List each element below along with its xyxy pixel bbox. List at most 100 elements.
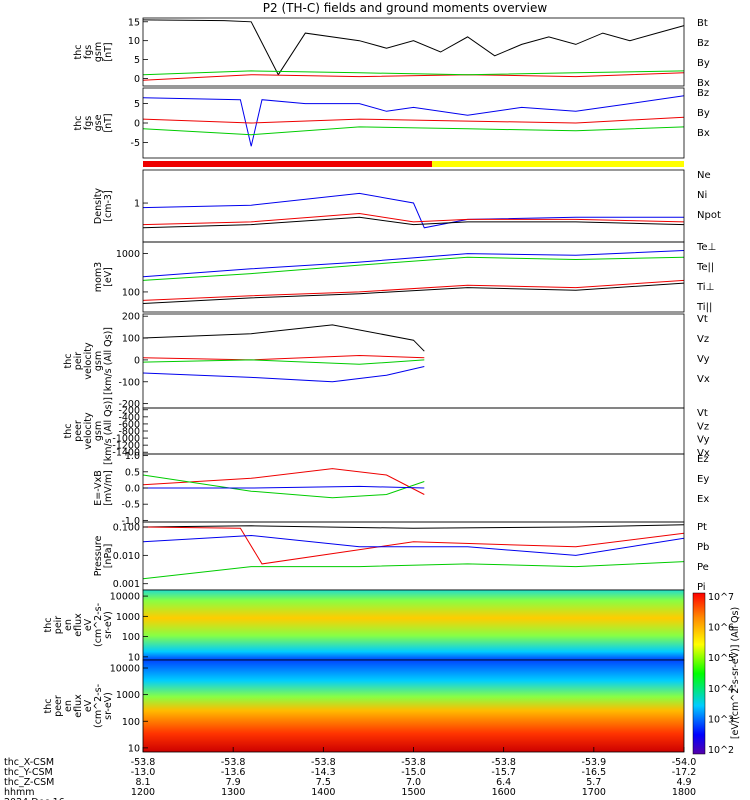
y-tick-label: 5 <box>134 99 140 110</box>
legend-Vx: Vx <box>697 374 710 385</box>
footer-row-label: hhmm <box>4 787 35 798</box>
y-tick-label: 10 <box>128 36 140 47</box>
legend-Vz: Vz <box>697 421 709 432</box>
series-Ey <box>142 474 425 499</box>
panel-temperature: 1000 100 mom3 [eV] Te⊥ Te|| Ti⊥ Ti|| <box>93 241 716 313</box>
y-axis-label: [nT] <box>103 113 114 132</box>
series-Bt <box>142 19 685 76</box>
legend-Vz: Vz <box>697 334 709 345</box>
y-tick-label: 10000 <box>110 664 140 675</box>
series-Bx <box>142 95 685 147</box>
series-Bz <box>142 72 685 81</box>
panel-peir_spectrogram: 10000 1000 100 10 thc peir en eflux eV (cm^2-s-sr… <box>43 589 685 663</box>
colorbar-tick-label: 10^2 <box>708 745 734 756</box>
legend-Vx: Vx <box>697 448 710 459</box>
y-axis-label: [nPa] <box>103 544 114 569</box>
y-axis-label: eflux <box>73 694 84 718</box>
footer-row-label: 2024 Dec 16 <box>4 797 65 800</box>
y-axis-label: peir <box>53 616 64 635</box>
y-axis-label: velocity <box>83 412 94 450</box>
legend-Bz: Bz <box>697 88 709 99</box>
panel-fgs_gsm: 15 10 5 0 thc fgs gsm [nT] Bt Bz By Bx <box>73 17 710 89</box>
y-axis-label: peer <box>53 695 64 717</box>
y-axis-label: Density <box>93 188 104 224</box>
footer-value: 6.4 <box>496 777 511 788</box>
y-tick-label: -200 <box>118 399 140 410</box>
plot-title: P2 (TH-C) fields and ground moments over… <box>263 1 548 15</box>
y-axis-label: fgs <box>83 45 94 59</box>
legend-Ti⊥: Ti⊥ <box>696 282 714 293</box>
y-tick-label: -1200 <box>112 441 140 452</box>
y-tick-label: 0.0 <box>125 484 140 495</box>
footer-value: -15.7 <box>491 767 516 778</box>
series-Vx <box>142 366 425 383</box>
panel-efield: 1.0 0.5 0.0 -0.5 -1.0 E=-VxB [mV/m] Ez Ey Ex <box>93 451 709 527</box>
footer-value: 7.9 <box>226 777 241 788</box>
series-Te⊥ <box>142 279 685 301</box>
y-tick-label: -1400 <box>112 448 140 459</box>
y-axis-label: [eV] <box>103 267 114 287</box>
y-axis-label: eV <box>83 618 94 631</box>
peer_spectrogram-image <box>143 660 684 752</box>
pressure-frame <box>142 521 685 591</box>
y-axis-label: en <box>63 619 74 631</box>
y-tick-label: 0 <box>134 74 140 85</box>
time-axis-footer: -53.8-13.08.11200-53.8-13.67.91300-53.8-… <box>4 747 696 800</box>
series-By <box>142 126 685 136</box>
legend-By: By <box>697 58 710 69</box>
series-Bz <box>142 116 685 124</box>
y-tick-label: 10000 <box>110 592 140 603</box>
footer-value: -16.5 <box>582 767 607 778</box>
y-axis-label: [cm-3] <box>103 190 114 221</box>
y-axis-label: peir <box>73 352 84 371</box>
footer-value: 1500 <box>401 787 425 798</box>
footer-value: 7.5 <box>316 777 331 788</box>
colorbar-tick-label: 10^5 <box>708 653 734 664</box>
y-tick-label: -1000 <box>112 434 140 445</box>
y-tick-label: 0.100 <box>113 522 140 533</box>
y-tick-label: 200 <box>122 312 140 323</box>
footer-value: -53.8 <box>401 757 426 768</box>
panel-pressure: 0.100 0.010 0.001 Pressure [nPa] Pt Pb Pe Pi <box>93 521 709 593</box>
y-axis-label: gsm <box>93 42 104 62</box>
legend-Vy: Vy <box>697 354 710 365</box>
footer-value: -54.0 <box>672 757 697 768</box>
peer_velocity-frame <box>142 407 685 455</box>
footer-value: 1800 <box>672 787 696 798</box>
legend-Pb: Pb <box>697 542 709 553</box>
y-axis-label: peer <box>73 420 84 442</box>
series-Ti|| <box>142 256 685 281</box>
series-Pt <box>142 524 685 529</box>
legend-Vt: Vt <box>697 314 708 325</box>
y-tick-label: 0 <box>134 355 140 366</box>
y-axis-label: eV <box>83 699 94 712</box>
footer-value: -53.8 <box>311 757 336 768</box>
footer-value: 5.7 <box>586 777 601 788</box>
footer-value: -17.2 <box>672 767 697 778</box>
footer-value: 1400 <box>311 787 335 798</box>
series-Npot <box>142 192 684 229</box>
colorbar-tick-label: 10^7 <box>708 592 734 603</box>
mode-bar-red <box>143 161 432 167</box>
y-axis-label: [km/s (All Qs)] <box>103 327 114 395</box>
y-axis-label: [km/s (All Qs)] <box>103 397 114 465</box>
colorbar-tick-label: 10^4 <box>708 684 734 695</box>
mode-bar-yellow <box>432 161 684 167</box>
footer-value: -53.8 <box>491 757 516 768</box>
footer-value: -15.0 <box>401 767 426 778</box>
y-axis-label: [nT] <box>103 42 114 61</box>
series-Pb <box>142 526 685 565</box>
footer-value: -13.0 <box>131 767 156 778</box>
legend-Vy: Vy <box>697 435 710 446</box>
y-axis-label: [mV/m] <box>103 470 114 506</box>
y-tick-label: 100 <box>122 632 140 643</box>
legend-Pt: Pt <box>697 522 707 533</box>
y-axis-label: thc <box>73 45 84 60</box>
series-Ex <box>143 485 425 489</box>
y-tick-label: -5 <box>131 138 140 149</box>
y-tick-label: 0.001 <box>113 579 140 590</box>
fgs_gse-frame <box>142 87 685 159</box>
